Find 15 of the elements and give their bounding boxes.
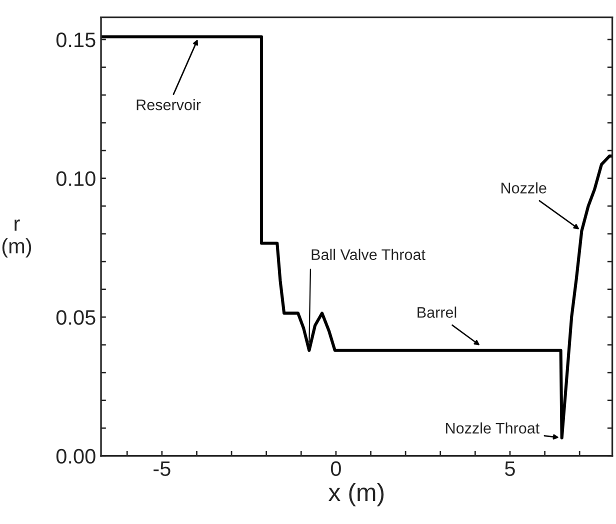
x-axis-title: x (m) xyxy=(328,482,384,506)
text: 0.00 xyxy=(56,448,96,464)
x-tick-label: -5 xyxy=(154,462,170,476)
x-tick-label: 0 xyxy=(330,461,341,476)
annotation: Reservoir xyxy=(136,99,201,110)
annotation: Nozzle xyxy=(502,182,546,194)
y-tick-label: 0.10 xyxy=(56,171,96,186)
annotation: Barrel xyxy=(418,306,456,318)
y-tick-label: 0.05 xyxy=(56,310,96,325)
line-series xyxy=(101,35,612,440)
x-tick-label: 5 xyxy=(505,462,515,476)
annotation: Nozzle Throat xyxy=(446,422,540,434)
y-axis-title: r (m) xyxy=(2,220,32,258)
y-tick-label: 0.15 xyxy=(56,32,96,48)
annotation: Ball Valve Throat xyxy=(312,248,426,260)
